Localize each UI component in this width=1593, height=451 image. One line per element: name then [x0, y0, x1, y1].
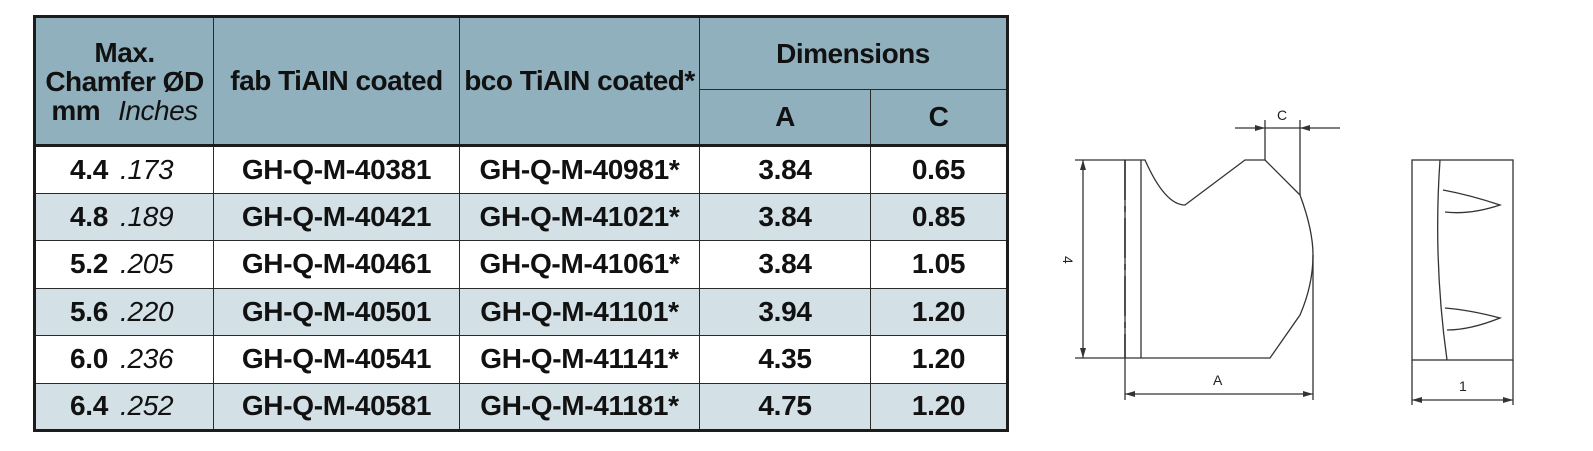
- fab-cell: GH-Q-M-40541: [213, 335, 460, 384]
- dim-c-header: C: [869, 89, 1009, 146]
- dim-c-cell: 1.05: [869, 240, 1009, 289]
- table-row: 6.0.236 GH-Q-M-40541 GH-Q-M-41141* 4.35 …: [34, 335, 1009, 384]
- upper-groove: [1442, 189, 1503, 214]
- mm-value: 6.4: [70, 390, 109, 422]
- fab-cell: GH-Q-M-40421: [213, 192, 460, 241]
- chamfer-header-inches: Inches: [118, 94, 198, 126]
- chamfer-cell: 6.0 .236: [34, 335, 214, 384]
- dim-a-cell: 3.84: [699, 240, 871, 289]
- side-view-drawing: 1: [1411, 159, 1514, 405]
- table-body: 4.4.173 GH-Q-M-40381 GH-Q-M-40981* 3.84 …: [34, 145, 1009, 431]
- chamfer-cell: 4.4 .173: [34, 145, 214, 194]
- bco-header: bco TiAIN coated*: [459, 16, 700, 146]
- arrow-height-top: [1080, 160, 1086, 170]
- chamfer-header-line1: Max.: [94, 36, 155, 68]
- side-curve: [1437, 159, 1448, 361]
- fab-cell: GH-Q-M-40581: [213, 382, 460, 431]
- side-outline: [1411, 159, 1514, 361]
- arrow-a-right: [1303, 391, 1313, 397]
- table-row: 4.8.189 GH-Q-M-40421 GH-Q-M-41021* 3.84 …: [34, 192, 1009, 241]
- mm-value: 5.2: [70, 248, 109, 280]
- insert-outline: [1124, 159, 1314, 359]
- arrow-a-left: [1125, 391, 1135, 397]
- chamfer-header: Max. Chamfer ØD mm Inches: [34, 16, 214, 146]
- table-row: 5.2.205 GH-Q-M-40461 GH-Q-M-41061* 3.84 …: [34, 240, 1009, 289]
- arrow-c-right: [1300, 125, 1310, 131]
- chamfer-cell: 5.2 .205: [34, 240, 214, 289]
- arrow-width-right: [1503, 397, 1513, 403]
- dim-a-cell: 4.35: [699, 335, 871, 384]
- bco-cell: GH-Q-M-41101*: [459, 287, 700, 336]
- table-header: Max. Chamfer ØD mm Inches fab TiAIN coate…: [34, 16, 1009, 146]
- mm-value: 4.4: [70, 153, 109, 185]
- fab-cell: GH-Q-M-40501: [213, 287, 460, 336]
- bco-cell: GH-Q-M-40981*: [459, 145, 700, 194]
- fab-header: fab TiAIN coated: [213, 16, 460, 146]
- dim-a-header: A: [699, 89, 871, 146]
- arrow-c-left: [1255, 125, 1265, 131]
- dim-c-cell: 1.20: [869, 287, 1009, 336]
- fab-cell: GH-Q-M-40461: [213, 240, 460, 289]
- dim-c-cell: 0.85: [869, 192, 1009, 241]
- fab-cell: GH-Q-M-40381: [213, 145, 460, 194]
- inch-value: .220: [120, 295, 174, 327]
- chamfer-cell: 5.6 .220: [34, 287, 214, 336]
- dimensions-header: Dimensions: [698, 16, 1009, 90]
- dim-label-width: 1: [1459, 378, 1467, 394]
- bco-cell: GH-Q-M-41061*: [459, 240, 700, 289]
- table-row: 4.4.173 GH-Q-M-40381 GH-Q-M-40981* 3.84 …: [34, 145, 1009, 194]
- bco-cell: GH-Q-M-41021*: [459, 192, 700, 241]
- mm-value: 5.6: [70, 295, 109, 327]
- mm-value: 6.0: [70, 343, 109, 375]
- spec-table: Max. Chamfer ØD mm Inches fab TiAIN coate…: [33, 15, 1010, 432]
- front-view-drawing: C 4 A: [1060, 107, 1340, 400]
- dim-label-a: A: [1213, 372, 1223, 388]
- dim-a-cell: 3.84: [699, 192, 871, 241]
- dim-a-cell: 3.84: [699, 145, 871, 194]
- mm-value: 4.8: [70, 200, 109, 232]
- dim-a-cell: 4.75: [699, 382, 871, 431]
- inch-value: .173: [120, 153, 174, 185]
- inch-value: .252: [120, 390, 174, 422]
- bco-cell: GH-Q-M-41141*: [459, 335, 700, 384]
- dim-label-height: 4: [1060, 256, 1076, 264]
- inch-value: .189: [120, 200, 174, 232]
- dim-a-cell: 3.94: [699, 287, 871, 336]
- table-row: 5.6.220 GH-Q-M-40501 GH-Q-M-41101* 3.94 …: [34, 287, 1009, 336]
- dim-c-cell: 1.20: [869, 335, 1009, 384]
- chamfer-cell: 4.8 .189: [34, 192, 214, 241]
- dim-c-cell: 0.65: [869, 145, 1009, 194]
- dim-label-c: C: [1277, 107, 1287, 123]
- lower-groove: [1444, 307, 1503, 331]
- inch-value: .205: [120, 248, 174, 280]
- chamfer-cell: 6.4 .252: [34, 382, 214, 431]
- chamfer-header-mm: mm: [51, 94, 101, 126]
- chamfer-header-line2: Chamfer ØD: [45, 65, 204, 97]
- arrow-width-left: [1412, 397, 1422, 403]
- bco-cell: GH-Q-M-41181*: [459, 382, 700, 431]
- table-row: 6.4.252 GH-Q-M-40581 GH-Q-M-41181* 4.75 …: [34, 382, 1009, 431]
- arrow-height-bottom: [1080, 348, 1086, 358]
- dim-c-cell: 1.20: [869, 382, 1009, 431]
- inch-value: .236: [120, 343, 174, 375]
